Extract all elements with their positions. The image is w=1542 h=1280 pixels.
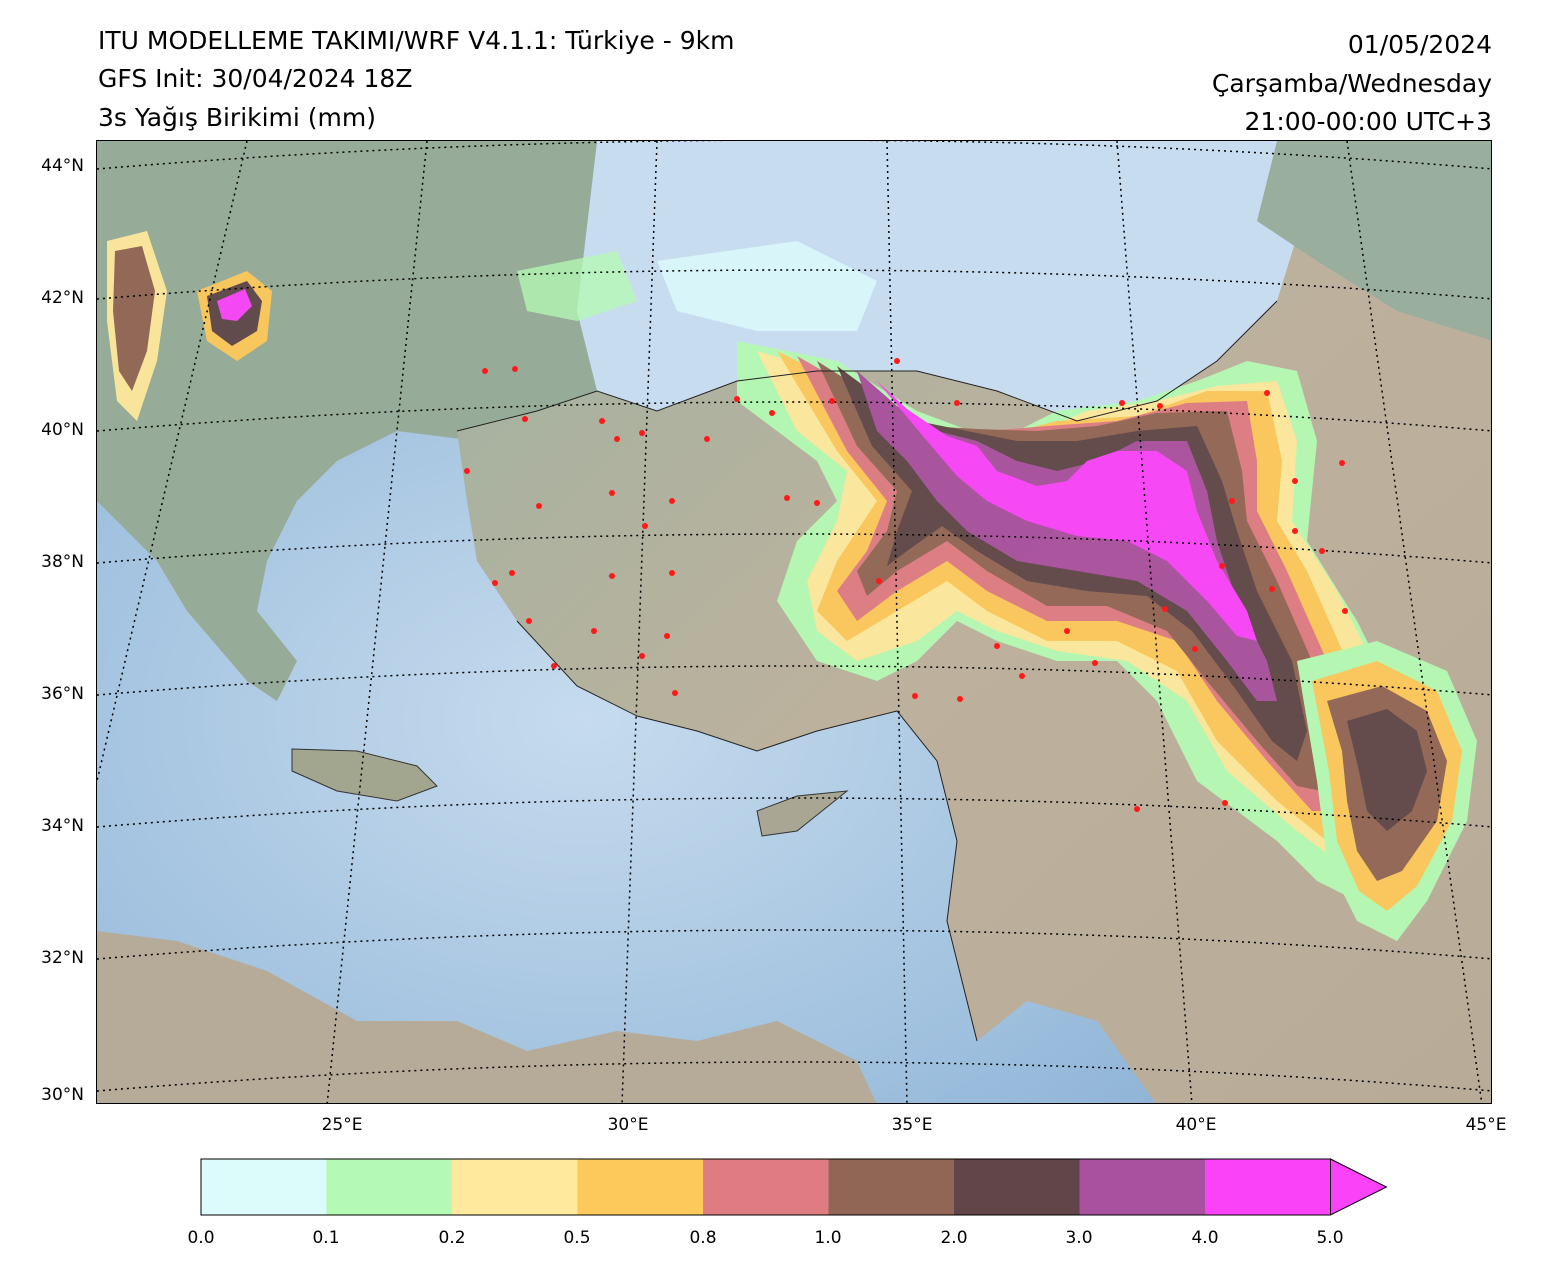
valid-date: 01/05/2024 <box>1347 30 1492 59</box>
valid-period: 21:00-00:00 UTC+3 <box>1244 107 1492 136</box>
variable-label: 3s Yağış Birikimi (mm) <box>98 103 377 132</box>
colorbar-segment <box>828 1159 954 1215</box>
south-coast <box>516 620 978 1042</box>
colorbar-tick-6: 2.0 <box>940 1228 968 1248</box>
colorbar-tick-1: 0.1 <box>312 1228 340 1248</box>
colorbar-segment <box>1079 1159 1205 1215</box>
colorbar-tick-7: 3.0 <box>1065 1228 1093 1248</box>
lon-label-25e: 25°E <box>321 1115 363 1135</box>
colorbar-extend-arrow <box>1330 1158 1388 1216</box>
colorbar-tick-5: 1.0 <box>814 1228 842 1248</box>
cyprus-island <box>756 790 849 837</box>
anatolia-coast <box>456 300 1278 432</box>
colorbar-tick-0: 0.0 <box>187 1228 215 1248</box>
lat-label-32n: 32°N <box>41 948 84 968</box>
colorbar-tick-8: 4.0 <box>1191 1228 1219 1248</box>
crete-island <box>291 748 438 802</box>
colorbar-tick-3: 0.5 <box>563 1228 591 1248</box>
colorbar-tick-4: 0.8 <box>689 1228 717 1248</box>
lat-label-30n: 30°N <box>41 1085 84 1105</box>
graticule <box>97 141 1491 1103</box>
map-title: ITU MODELLEME TAKIMI/WRF V4.1.1: Türkiye… <box>98 26 735 55</box>
africa-land <box>97 931 877 1103</box>
colorbar-outline <box>200 1158 1331 1216</box>
colorbar-segment <box>577 1159 703 1215</box>
weekday: Çarşamba/Wednesday <box>1211 69 1492 98</box>
colorbar-tick-9: 5.0 <box>1316 1228 1344 1248</box>
precipitation-field <box>107 231 1477 941</box>
lat-label-42n: 42°N <box>41 288 84 308</box>
city-markers <box>464 358 1348 812</box>
colorbar-segment <box>954 1159 1080 1215</box>
map-canvas <box>97 141 1491 1103</box>
lon-label-45e: 45°E <box>1465 1115 1507 1135</box>
colorbar-segment <box>326 1159 452 1215</box>
lat-label-36n: 36°N <box>41 684 84 704</box>
colorbar <box>200 1158 1388 1216</box>
colorbar-tick-2: 0.2 <box>438 1228 466 1248</box>
lon-label-35e: 35°E <box>891 1115 933 1135</box>
lat-label-38n: 38°N <box>41 552 84 572</box>
lon-label-40e: 40°E <box>1175 1115 1217 1135</box>
caucasus-land <box>1257 141 1491 341</box>
lon-label-30e: 30°E <box>607 1115 649 1135</box>
lat-label-40n: 40°N <box>41 420 84 440</box>
lat-label-34n: 34°N <box>41 816 84 836</box>
colorbar-segment <box>201 1159 327 1215</box>
init-time: GFS Init: 30/04/2024 18Z <box>98 64 413 93</box>
colorbar-segment <box>703 1159 829 1215</box>
lat-label-44n: 44°N <box>41 156 84 176</box>
colorbar-segment <box>452 1159 578 1215</box>
colorbar-segment <box>1205 1159 1331 1215</box>
precipitation-map <box>96 140 1492 1104</box>
